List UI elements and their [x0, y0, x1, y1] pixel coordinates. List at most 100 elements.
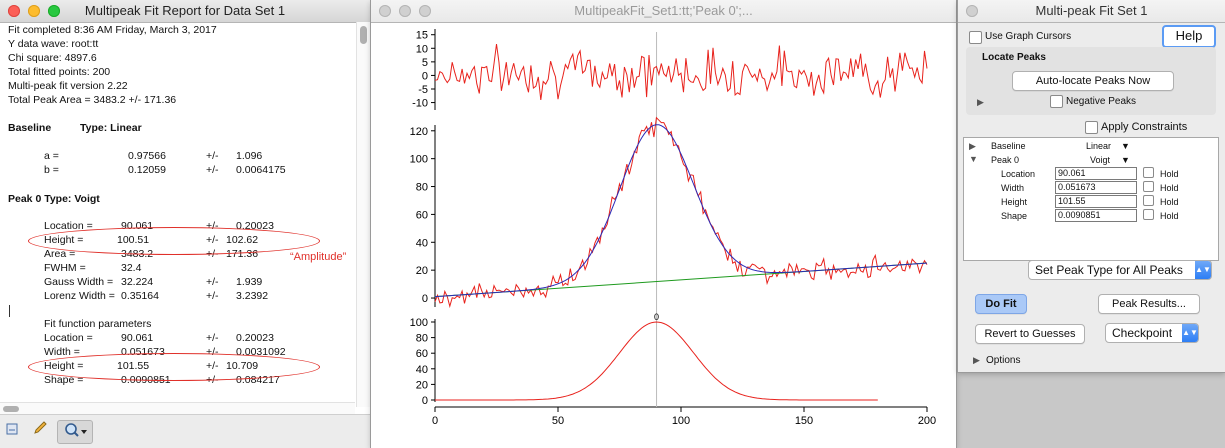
y-tick-label: 60 — [416, 348, 428, 360]
hold-checkbox[interactable] — [1143, 209, 1154, 220]
baseline-type-menu[interactable]: Linear — [1086, 141, 1112, 151]
pencil-icon[interactable] — [30, 420, 50, 442]
param-label: Location — [1001, 169, 1036, 179]
y-tick-label: 0 — [422, 70, 428, 82]
peak-list-box[interactable]: ▶ Baseline Linear ▼ ▼ Peak 0 Voigt ▼ Loc… — [963, 137, 1219, 261]
minimize-icon[interactable] — [399, 5, 411, 17]
checkpoint-popup[interactable]: Checkpoint ▲▼ — [1105, 323, 1199, 343]
param-value: 90.061 — [121, 332, 154, 344]
apply-constraints-label: Apply Constraints — [1101, 121, 1188, 133]
panel-title: Multi-peak Fit Set 1 — [1035, 3, 1148, 18]
param-value: 0.35164 — [121, 290, 159, 302]
y-tick-label: 80 — [416, 333, 428, 345]
disclosure-triangle-icon[interactable]: ▶ — [969, 141, 976, 151]
baseline-row-label: Baseline — [991, 141, 1026, 151]
set-peak-type-popup[interactable]: Set Peak Type for All Peaks ▲▼ — [1028, 260, 1212, 280]
y-tick-label: 100 — [410, 154, 428, 166]
y-tick-label: 40 — [416, 364, 428, 376]
report-line: Total Peak Area = 3483.2 +/- 171.36 — [8, 94, 177, 106]
param-pm: +/- — [206, 164, 219, 176]
y-tick-label: 100 — [410, 317, 428, 329]
baseline-type: Type: Linear — [80, 122, 142, 134]
x-tick-label: 50 — [552, 415, 564, 427]
magnifier-icon[interactable] — [57, 420, 93, 444]
report-titlebar[interactable]: Multipeak Fit Report for Data Set 1 — [0, 0, 370, 23]
close-icon[interactable] — [966, 5, 978, 17]
peak-results-button[interactable]: Peak Results... — [1098, 294, 1200, 314]
param-pm: +/- — [206, 276, 219, 288]
close-icon[interactable] — [379, 5, 391, 17]
y-tick-label: -5 — [418, 84, 428, 96]
height-field[interactable]: 101.55 — [1055, 195, 1137, 208]
zoom-icon[interactable] — [48, 5, 60, 17]
param-name: Area = — [44, 248, 76, 260]
report-vertical-scrollbar[interactable] — [356, 22, 370, 407]
y-tick-label: 40 — [416, 237, 428, 249]
dropdown-arrow-icon[interactable]: ▼ — [1121, 141, 1130, 151]
disclosure-triangle-open-icon[interactable]: ▼ — [969, 154, 978, 164]
residuals-series — [434, 44, 928, 100]
param-error: 0.20023 — [236, 332, 274, 344]
close-icon[interactable] — [8, 5, 20, 17]
zoom-icon[interactable] — [419, 5, 431, 17]
disclosure-triangle-icon[interactable]: ▶ — [977, 97, 984, 107]
text-caret — [9, 305, 10, 317]
param-label: Height — [1001, 197, 1028, 207]
fit-series — [434, 124, 928, 298]
use-cursors-label: Use Graph Cursors — [985, 31, 1072, 42]
apply-constraints-checkbox[interactable] — [1085, 121, 1098, 134]
report-text-area[interactable]: Fit completed 8:36 AM Friday, March 3, 2… — [0, 22, 355, 407]
popup-arrows-icon: ▲▼ — [1182, 324, 1198, 342]
window-list-icon[interactable] — [4, 420, 20, 442]
auto-locate-button[interactable]: Auto-locate Peaks Now — [1012, 71, 1174, 91]
width-field[interactable]: 0.051673 — [1055, 181, 1137, 194]
x-tick-label: 100 — [672, 415, 690, 427]
scroll-thumb[interactable] — [3, 406, 19, 412]
shape-field[interactable]: 0.0090851 — [1055, 209, 1137, 222]
revert-button[interactable]: Revert to Guesses — [975, 324, 1085, 344]
y-tick-label: 20 — [416, 265, 428, 277]
do-fit-button[interactable]: Do Fit — [975, 294, 1027, 314]
param-name: Width = — [44, 346, 80, 358]
peak-marker-label: 0 — [654, 312, 659, 322]
peak-heading: Peak 0 Type: Voigt — [8, 193, 100, 205]
panel-titlebar[interactable]: Multi-peak Fit Set 1 — [958, 0, 1225, 23]
fit-height-annotation-ellipse — [28, 353, 320, 381]
help-button[interactable]: Help — [1162, 25, 1216, 48]
location-field[interactable]: 90.061 — [1055, 167, 1137, 180]
minimize-icon[interactable] — [28, 5, 40, 17]
dropdown-arrow-icon[interactable]: ▼ — [1121, 155, 1130, 165]
param-name: Lorenz Width = — [44, 290, 115, 302]
hold-checkbox[interactable] — [1143, 181, 1154, 192]
scroll-thumb[interactable] — [360, 26, 367, 44]
negative-peaks-checkbox[interactable] — [1050, 95, 1063, 108]
param-pm: +/- — [206, 290, 219, 302]
param-value: 0.12059 — [128, 164, 166, 176]
hold-checkbox[interactable] — [1143, 167, 1154, 178]
set-peak-type-label: Set Peak Type for All Peaks — [1035, 263, 1183, 277]
use-cursors-checkbox[interactable] — [969, 31, 982, 44]
fit-heading: Fit function parameters — [44, 318, 152, 330]
hold-checkbox[interactable] — [1143, 195, 1154, 206]
hold-label: Hold — [1160, 197, 1179, 207]
y-tick-label: 10 — [416, 43, 428, 55]
param-name: Gauss Width = — [44, 276, 114, 288]
peak-type-menu[interactable]: Voigt — [1090, 155, 1111, 165]
x-tick-label: 150 — [795, 415, 813, 427]
report-horizontal-scrollbar[interactable] — [0, 402, 355, 415]
options-label: Options — [986, 355, 1021, 366]
peak-row-label: Peak 0 — [991, 155, 1020, 165]
y-tick-label: 0 — [422, 395, 428, 407]
y-tick-label: -10 — [412, 98, 428, 110]
y-tick-label: 60 — [416, 209, 428, 221]
param-value: 32.224 — [121, 276, 154, 288]
x-tick-label: 200 — [918, 415, 936, 427]
param-pm: +/- — [206, 332, 219, 344]
graph-titlebar[interactable]: MultipeakFit_Set1:tt;'Peak 0';... — [371, 0, 956, 23]
data-series — [434, 116, 928, 309]
disclosure-triangle-icon[interactable]: ▶ — [973, 355, 980, 365]
report-line: Y data wave: root:tt — [8, 38, 99, 50]
report-line: Fit completed 8:36 AM Friday, March 3, 2… — [8, 24, 217, 36]
param-name: b = — [44, 164, 59, 176]
